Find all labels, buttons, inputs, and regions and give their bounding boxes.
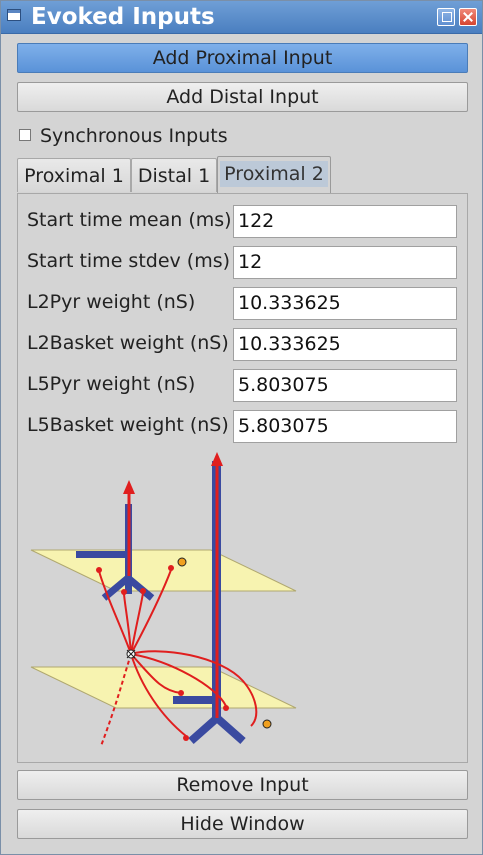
proximal-input-diagram (30, 452, 297, 747)
input-axons (98, 569, 258, 747)
l5-pyramidal-neuron (173, 452, 246, 744)
tab-label: Proximal 2 (220, 161, 328, 187)
l2basket-weight-label: L2Basket weight (nS) (27, 332, 229, 354)
l5basket-weight-label: L5Basket weight (nS) (27, 414, 229, 436)
tab-label: Proximal 1 (24, 165, 124, 187)
l5pyr-weight-input[interactable]: 5.803075 (233, 369, 457, 402)
start-time-mean-input[interactable]: 122 (233, 205, 457, 238)
start-time-stdev-label: Start time stdev (ms) (27, 250, 231, 272)
layer2-plane (30, 549, 297, 592)
l2-basket-cell (177, 557, 187, 567)
window-icon (7, 9, 21, 21)
window-title: Evoked Inputs (31, 4, 215, 30)
tab-label: Distal 1 (137, 165, 211, 187)
maximize-icon[interactable] (437, 8, 455, 26)
l2pyr-weight-input[interactable]: 10.333625 (233, 287, 457, 320)
l2pyr-weight-label: L2Pyr weight (nS) (27, 291, 196, 313)
l5pyr-weight-label: L5Pyr weight (nS) (27, 373, 196, 395)
synchronous-inputs-label: Synchronous Inputs (40, 125, 228, 147)
synapse-dots (96, 565, 229, 741)
l5basket-weight-input[interactable]: 5.803075 (233, 410, 457, 443)
title-bar[interactable]: Evoked Inputs (1, 1, 482, 34)
close-icon[interactable] (459, 8, 477, 26)
l2basket-weight-input[interactable]: 10.333625 (233, 328, 457, 361)
tab-proximal-2[interactable]: Proximal 2 (217, 156, 331, 193)
hide-window-button[interactable]: Hide Window (17, 809, 468, 839)
l5-basket-cell (262, 719, 272, 729)
add-proximal-input-button[interactable]: Add Proximal Input (17, 43, 468, 73)
synchronous-inputs-checkbox[interactable] (19, 129, 31, 141)
start-time-mean-label: Start time mean (ms) (27, 209, 232, 231)
tab-proximal-1[interactable]: Proximal 1 (17, 158, 131, 192)
tab-distal-1[interactable]: Distal 1 (131, 158, 217, 192)
add-distal-input-button[interactable]: Add Distal Input (17, 82, 468, 112)
start-time-stdev-input[interactable]: 12 (233, 246, 457, 279)
remove-input-button[interactable]: Remove Input (17, 770, 468, 800)
